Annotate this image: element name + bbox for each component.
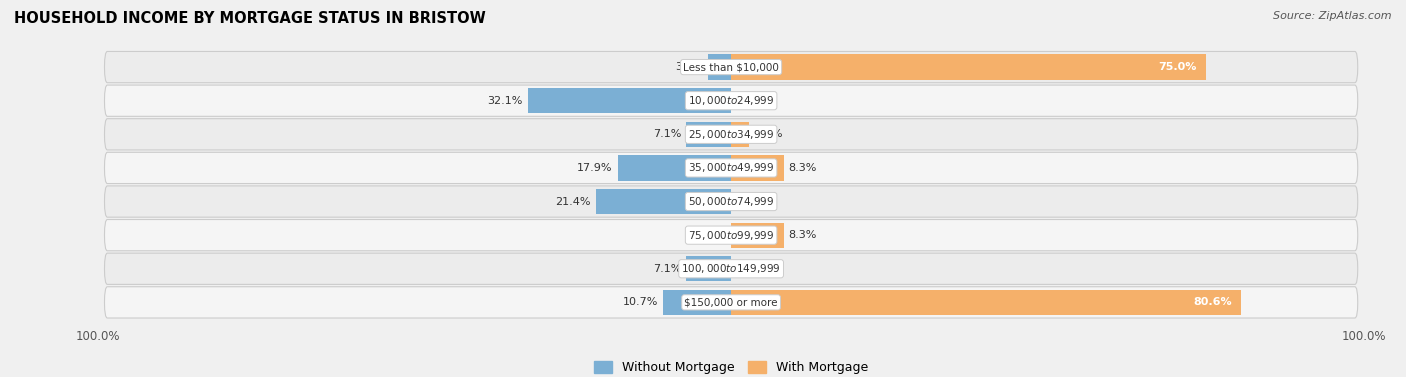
Text: Source: ZipAtlas.com: Source: ZipAtlas.com [1274, 11, 1392, 21]
Bar [664, 290, 731, 315]
Text: 21.4%: 21.4% [555, 196, 591, 207]
Text: 8.3%: 8.3% [789, 230, 817, 240]
Bar [731, 290, 1241, 315]
Text: 2.8%: 2.8% [754, 129, 782, 139]
Bar [617, 155, 731, 181]
Text: $25,000 to $34,999: $25,000 to $34,999 [688, 128, 775, 141]
Text: $100,000 to $149,999: $100,000 to $149,999 [682, 262, 780, 275]
FancyBboxPatch shape [104, 186, 1358, 217]
Bar [731, 222, 783, 248]
Bar [529, 88, 731, 113]
Text: $35,000 to $49,999: $35,000 to $49,999 [688, 161, 775, 175]
FancyBboxPatch shape [104, 51, 1358, 83]
FancyBboxPatch shape [104, 219, 1358, 251]
Text: 0.0%: 0.0% [737, 96, 765, 106]
Text: $10,000 to $24,999: $10,000 to $24,999 [688, 94, 775, 107]
Text: 3.6%: 3.6% [675, 62, 703, 72]
FancyBboxPatch shape [104, 253, 1358, 284]
Text: 80.6%: 80.6% [1192, 297, 1232, 307]
Text: 17.9%: 17.9% [578, 163, 613, 173]
Bar [709, 55, 731, 80]
Text: 10.7%: 10.7% [623, 297, 658, 307]
FancyBboxPatch shape [104, 119, 1358, 150]
FancyBboxPatch shape [104, 287, 1358, 318]
Text: 32.1%: 32.1% [488, 96, 523, 106]
Bar [686, 122, 731, 147]
Text: Less than $10,000: Less than $10,000 [683, 62, 779, 72]
Text: HOUSEHOLD INCOME BY MORTGAGE STATUS IN BRISTOW: HOUSEHOLD INCOME BY MORTGAGE STATUS IN B… [14, 11, 486, 26]
Text: 7.1%: 7.1% [652, 129, 681, 139]
Bar [731, 122, 749, 147]
Bar [596, 189, 731, 214]
Text: $50,000 to $74,999: $50,000 to $74,999 [688, 195, 775, 208]
FancyBboxPatch shape [104, 85, 1358, 116]
Bar [686, 256, 731, 281]
Text: 0.0%: 0.0% [737, 264, 765, 274]
Text: 7.1%: 7.1% [652, 264, 681, 274]
Legend: Without Mortgage, With Mortgage: Without Mortgage, With Mortgage [589, 356, 873, 377]
Text: 75.0%: 75.0% [1157, 62, 1197, 72]
Bar [731, 55, 1205, 80]
Text: 0.0%: 0.0% [737, 196, 765, 207]
Text: $150,000 or more: $150,000 or more [685, 297, 778, 307]
Text: 8.3%: 8.3% [789, 163, 817, 173]
Bar [731, 155, 783, 181]
Text: $75,000 to $99,999: $75,000 to $99,999 [688, 228, 775, 242]
Text: 0.0%: 0.0% [697, 230, 725, 240]
FancyBboxPatch shape [104, 152, 1358, 184]
